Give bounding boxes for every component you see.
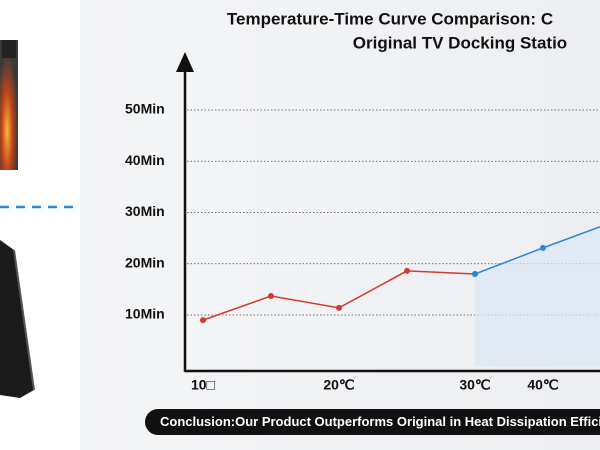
conclusion-text: Conclusion:Our Product Outperforms Origi…	[160, 414, 600, 429]
data-point	[404, 267, 410, 274]
conclusion-bar	[145, 409, 600, 435]
data-point	[472, 271, 478, 277]
area-fill	[475, 226, 600, 367]
docking-station	[0, 240, 34, 398]
chart-title: Temperature-Time Curve Comparison: C	[227, 9, 553, 28]
data-point	[336, 304, 342, 311]
y-tick-label: 40Min	[125, 152, 165, 168]
data-point	[540, 244, 546, 251]
dock-edge	[13, 249, 35, 391]
y-tick-label: 50Min	[125, 101, 165, 117]
x-tick-label: 20℃	[323, 377, 355, 393]
chart-subtitle: Original TV Docking Statio	[353, 33, 567, 52]
y-tick-label: 10Min	[125, 306, 165, 322]
product-images	[0, 40, 78, 398]
plot: 10Min 20Min 30Min 40Min 50Min 10□ 20℃ 30℃ 40℃	[125, 101, 600, 393]
x-tick-label: 40℃	[527, 377, 559, 393]
device-top	[2, 40, 16, 58]
data-point	[268, 293, 274, 300]
x-tick-label: 10□	[191, 377, 216, 393]
device-original	[0, 40, 18, 170]
x-tick-label: 30℃	[459, 377, 491, 393]
y-tick-label: 20Min	[125, 254, 165, 270]
y-tick-label: 30Min	[125, 203, 165, 219]
chart-background	[80, 0, 600, 450]
y-axis-arrow	[176, 52, 194, 72]
data-point	[200, 317, 206, 324]
